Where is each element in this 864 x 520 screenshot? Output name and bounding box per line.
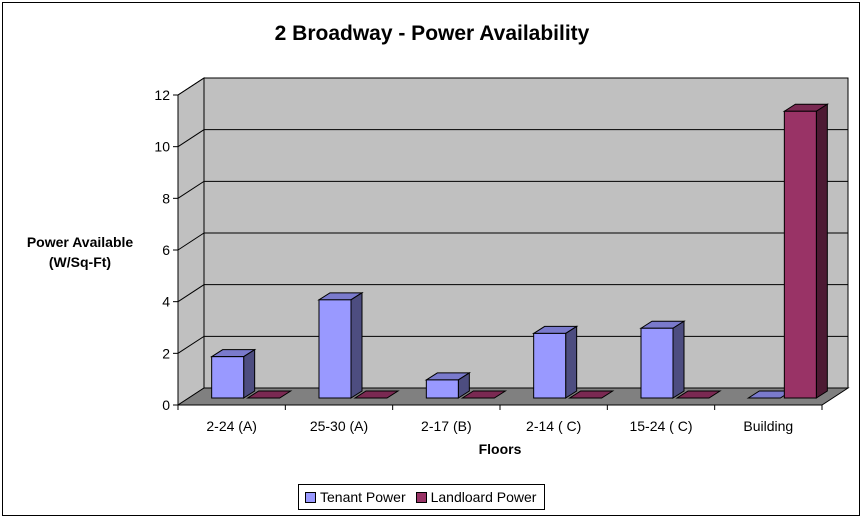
y-tick-label: 8 xyxy=(162,190,170,206)
legend-label-landlord: Landloard Power xyxy=(430,489,537,505)
gridline xyxy=(177,77,848,96)
y-tick-label: 12 xyxy=(154,87,170,103)
legend-item-tenant: Tenant Power xyxy=(305,489,406,505)
bar-flat xyxy=(245,390,293,399)
bar-side xyxy=(350,291,363,399)
bar xyxy=(424,372,472,399)
legend-swatch-landlord xyxy=(415,491,427,503)
legend-item-landlord: Landloard Power xyxy=(415,489,537,505)
legend: Tenant Power Landloard Power xyxy=(298,484,546,510)
legend-label-tenant: Tenant Power xyxy=(320,489,406,505)
x-tick-label: 2-17 (B) xyxy=(421,418,472,434)
y-tick-label: 10 xyxy=(154,139,170,155)
bar xyxy=(675,390,722,399)
y-axis-label-line1: Power Available xyxy=(26,234,134,250)
bar-side xyxy=(565,325,578,399)
bar xyxy=(567,390,615,399)
y-tick-label: 6 xyxy=(162,242,170,258)
y-tick-label: 2 xyxy=(162,345,170,361)
y-tick-label: 0 xyxy=(162,397,170,413)
x-tick-label: Building xyxy=(743,418,793,434)
gridline xyxy=(177,232,848,251)
bar-side xyxy=(243,348,256,399)
bar-front xyxy=(783,110,817,399)
bar-flat xyxy=(353,390,400,399)
y-axis-label-line2: (W/Sq-Ft) xyxy=(48,254,112,270)
legend-swatch-tenant xyxy=(305,491,316,503)
bar-front xyxy=(211,356,245,399)
x-tick-label: 2-24 (A) xyxy=(206,418,257,434)
gridline xyxy=(177,335,848,354)
bar xyxy=(782,103,830,399)
bar-flat xyxy=(567,390,615,399)
bar-side xyxy=(672,320,685,399)
bar-front xyxy=(533,332,567,399)
y-axis-label: Power Available (W/Sq-Ft) xyxy=(10,232,150,272)
x-axis-label: Floors xyxy=(478,441,522,457)
bar-front xyxy=(425,379,459,399)
chart-title: 2 Broadway - Power Availability xyxy=(274,22,590,45)
bar xyxy=(245,390,293,399)
bar-flat xyxy=(675,390,722,399)
bar xyxy=(639,320,686,399)
x-tick-label: 25-30 (A) xyxy=(310,418,368,434)
bar-flat xyxy=(460,390,508,399)
x-tick-label: 15-24 ( C) xyxy=(629,418,692,434)
bar xyxy=(209,348,257,399)
bar xyxy=(531,325,579,399)
gridline xyxy=(177,284,848,303)
bar xyxy=(460,390,508,399)
bar xyxy=(317,291,364,399)
bar-front xyxy=(640,327,674,399)
bar-front xyxy=(318,299,352,399)
bar-side xyxy=(815,103,828,399)
gridline xyxy=(177,180,848,199)
gridline xyxy=(177,129,848,148)
x-tick-label: 2-14 ( C) xyxy=(526,418,581,434)
y-tick-label: 4 xyxy=(162,294,170,310)
bar xyxy=(353,390,400,399)
